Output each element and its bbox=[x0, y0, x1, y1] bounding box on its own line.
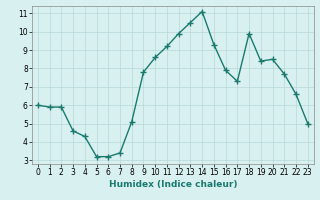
X-axis label: Humidex (Indice chaleur): Humidex (Indice chaleur) bbox=[108, 180, 237, 189]
